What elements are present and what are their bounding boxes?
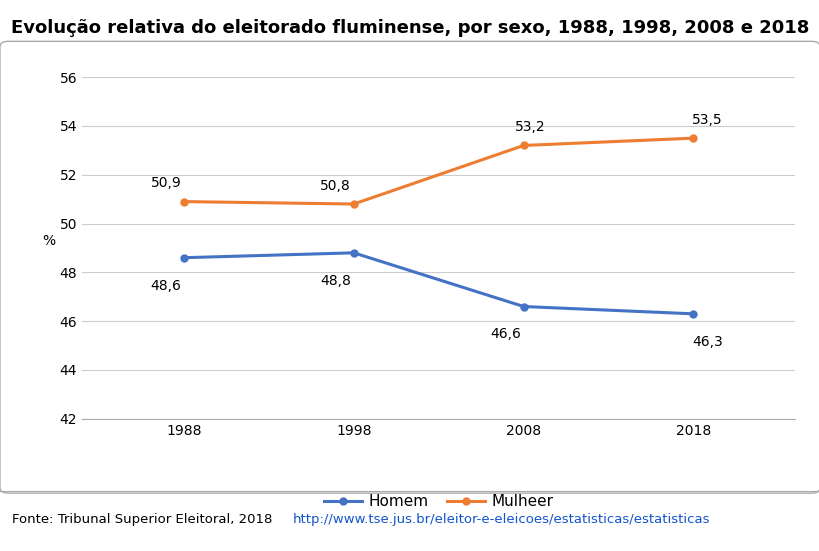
Text: Fonte: Tribunal Superior Eleitoral, 2018: Fonte: Tribunal Superior Eleitoral, 2018 <box>12 512 277 526</box>
Text: 50,8: 50,8 <box>320 179 351 193</box>
Line: Mulheer: Mulheer <box>180 134 696 208</box>
Y-axis label: %: % <box>42 234 55 248</box>
Homem <box>518 303 528 310</box>
Mulheer <box>688 135 698 142</box>
Text: 46,3: 46,3 <box>691 334 722 349</box>
Text: 50,9: 50,9 <box>151 176 181 191</box>
Line: Homem: Homem <box>180 250 696 317</box>
Legend: Homem, Mulheer: Homem, Mulheer <box>318 488 559 515</box>
Text: http://www.tse.jus.br/eleitor-e-eleicoes/estatisticas/estatisticas: http://www.tse.jus.br/eleitor-e-eleicoes… <box>292 512 709 526</box>
Text: 48,8: 48,8 <box>320 274 351 288</box>
Text: 53,5: 53,5 <box>691 113 722 127</box>
Mulheer <box>179 198 188 205</box>
Mulheer <box>518 142 528 149</box>
Homem <box>179 255 188 261</box>
Mulheer <box>348 201 358 207</box>
Text: 48,6: 48,6 <box>150 279 181 293</box>
Homem <box>348 250 358 256</box>
Text: Evolução relativa do eleitorado fluminense, por sexo, 1988, 1998, 2008 e 2018: Evolução relativa do eleitorado fluminen… <box>11 19 808 37</box>
Homem <box>688 311 698 317</box>
Text: 46,6: 46,6 <box>490 327 520 342</box>
Text: 53,2: 53,2 <box>514 120 545 134</box>
